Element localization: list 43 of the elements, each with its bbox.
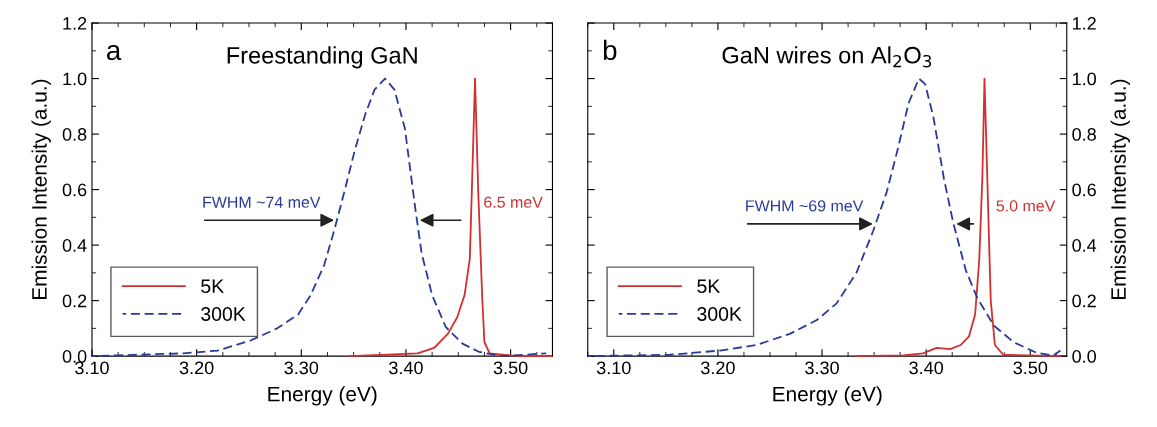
- annotation: 5.0 meV: [996, 200, 1056, 212]
- y2-tick-label: 1.2: [1072, 16, 1096, 30]
- y2-tick-label: 0.6: [1072, 183, 1096, 197]
- x-tick-label: 3.20: [701, 361, 735, 375]
- x-tick-label: 3.50: [493, 361, 528, 375]
- legend-label: 5K: [697, 279, 721, 294]
- y2-tick-label: 0.8: [1072, 128, 1096, 141]
- annotation: FWHM ~74 meV: [203, 196, 321, 208]
- x-tick-label: 3.40: [909, 361, 944, 375]
- y2-axis-title: Emission Intensity (a.u.): [1110, 79, 1131, 300]
- y2-tick-label: 1.0: [1072, 72, 1097, 86]
- text: GaN wires on Al$_{2}$O$_{3}$: [722, 46, 932, 68]
- y-tick-label: 0.0: [62, 350, 87, 363]
- y-tick-label: 0.8: [62, 128, 87, 141]
- x-tick-label: 3.50: [1013, 361, 1048, 375]
- x-tick-label: 3.10: [596, 361, 631, 375]
- y-tick-label: 0.6: [62, 183, 87, 197]
- legend-label: 300K: [201, 307, 246, 321]
- y-axis-title: Emission Intensity (a.u.): [31, 79, 51, 300]
- y-tick-label: 1.2: [63, 16, 87, 30]
- text: Freestanding GaN: [227, 46, 417, 69]
- y2-tick-label: 0.2: [1072, 294, 1096, 308]
- x-tick-label: 3.10: [75, 361, 109, 375]
- line-series: [349, 77, 553, 358]
- annotation: b: [603, 39, 617, 61]
- legend-label: 5K: [201, 279, 224, 294]
- x-tick-label: 3.20: [179, 361, 214, 375]
- x-tick-label: 3.30: [805, 361, 839, 375]
- legend-label: 300K: [697, 307, 742, 321]
- y-tick-label: 0.2: [62, 294, 87, 308]
- x-axis-title: Energy (eV): [773, 386, 882, 406]
- line-series: [586, 77, 1062, 358]
- y-tick-label: 0.4: [62, 239, 87, 252]
- x-tick-label: 3.30: [284, 361, 319, 375]
- annotation: a: [106, 44, 122, 61]
- annotation: 6.5 meV: [484, 196, 543, 208]
- line-series: [91, 77, 548, 358]
- x-tick-label: 3.40: [389, 361, 423, 375]
- x-axis-title: Energy (eV): [268, 386, 377, 406]
- y2-tick-label: 0.0: [1072, 350, 1097, 363]
- y-tick-label: 1.0: [63, 72, 87, 86]
- annotation: FWHM ~69 meV: [746, 200, 864, 212]
- y2-tick-label: 0.4: [1072, 239, 1097, 252]
